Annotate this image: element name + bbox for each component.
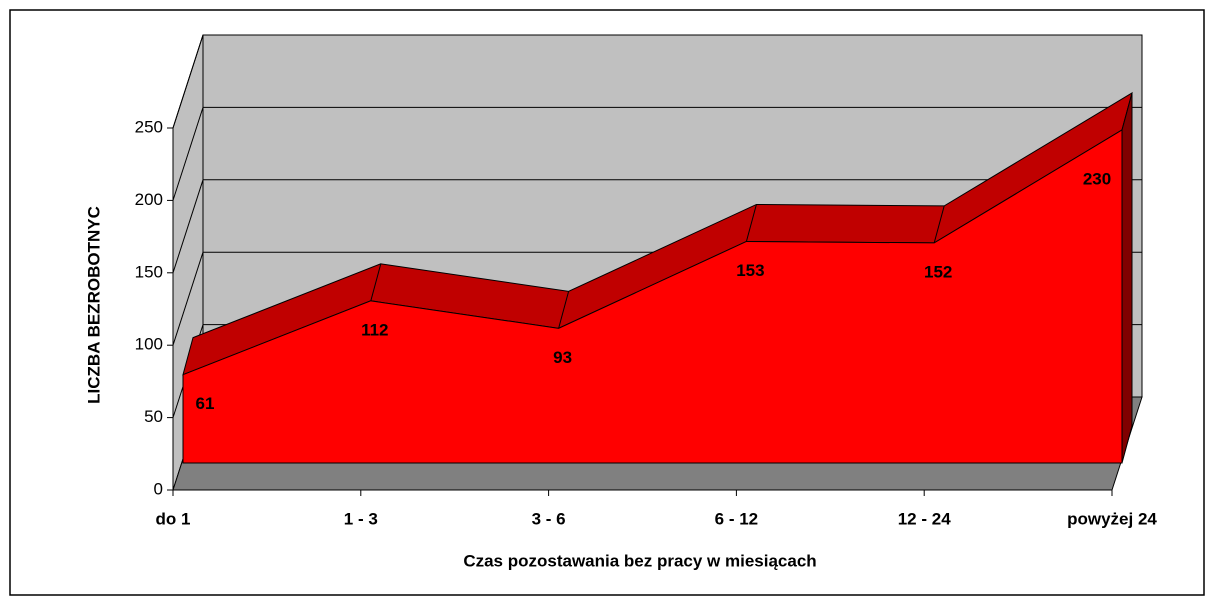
y-axis-label: LICZBA BEZROBOTNYC bbox=[84, 206, 103, 404]
data-label: 61 bbox=[196, 394, 215, 413]
y-tick-label: 250 bbox=[135, 117, 163, 136]
area-edge bbox=[370, 263, 382, 301]
x-tick-label: do 1 bbox=[156, 509, 191, 528]
area-edge bbox=[745, 204, 757, 242]
y-tick-label: 150 bbox=[135, 262, 163, 281]
grid-line bbox=[172, 179, 204, 273]
area-edge bbox=[558, 291, 570, 329]
y-tick-label: 50 bbox=[144, 407, 163, 426]
x-tick-label: 12 - 24 bbox=[898, 509, 951, 528]
grid-line bbox=[172, 252, 204, 346]
data-label: 93 bbox=[553, 348, 572, 367]
data-label: 152 bbox=[924, 262, 952, 281]
grid-line bbox=[172, 34, 204, 129]
y-tick-label: 100 bbox=[135, 335, 163, 354]
x-tick-label: 1 - 3 bbox=[344, 509, 378, 528]
data-label: 153 bbox=[736, 261, 764, 280]
data-label: 230 bbox=[1083, 169, 1111, 188]
area-edge bbox=[933, 205, 945, 244]
grid-line bbox=[172, 107, 204, 201]
x-tick-label: 6 - 12 bbox=[715, 509, 758, 528]
y-tick-label: 200 bbox=[135, 190, 163, 209]
x-axis-label: Czas pozostawania bez pracy w miesiącach bbox=[463, 551, 816, 570]
area-side bbox=[1121, 92, 1133, 464]
y-tick-label: 0 bbox=[154, 479, 163, 498]
area-front bbox=[182, 129, 1123, 464]
x-tick-label: powyżej 24 bbox=[1067, 509, 1157, 528]
x-tick-label: 3 - 6 bbox=[532, 509, 566, 528]
data-label: 112 bbox=[361, 320, 388, 339]
